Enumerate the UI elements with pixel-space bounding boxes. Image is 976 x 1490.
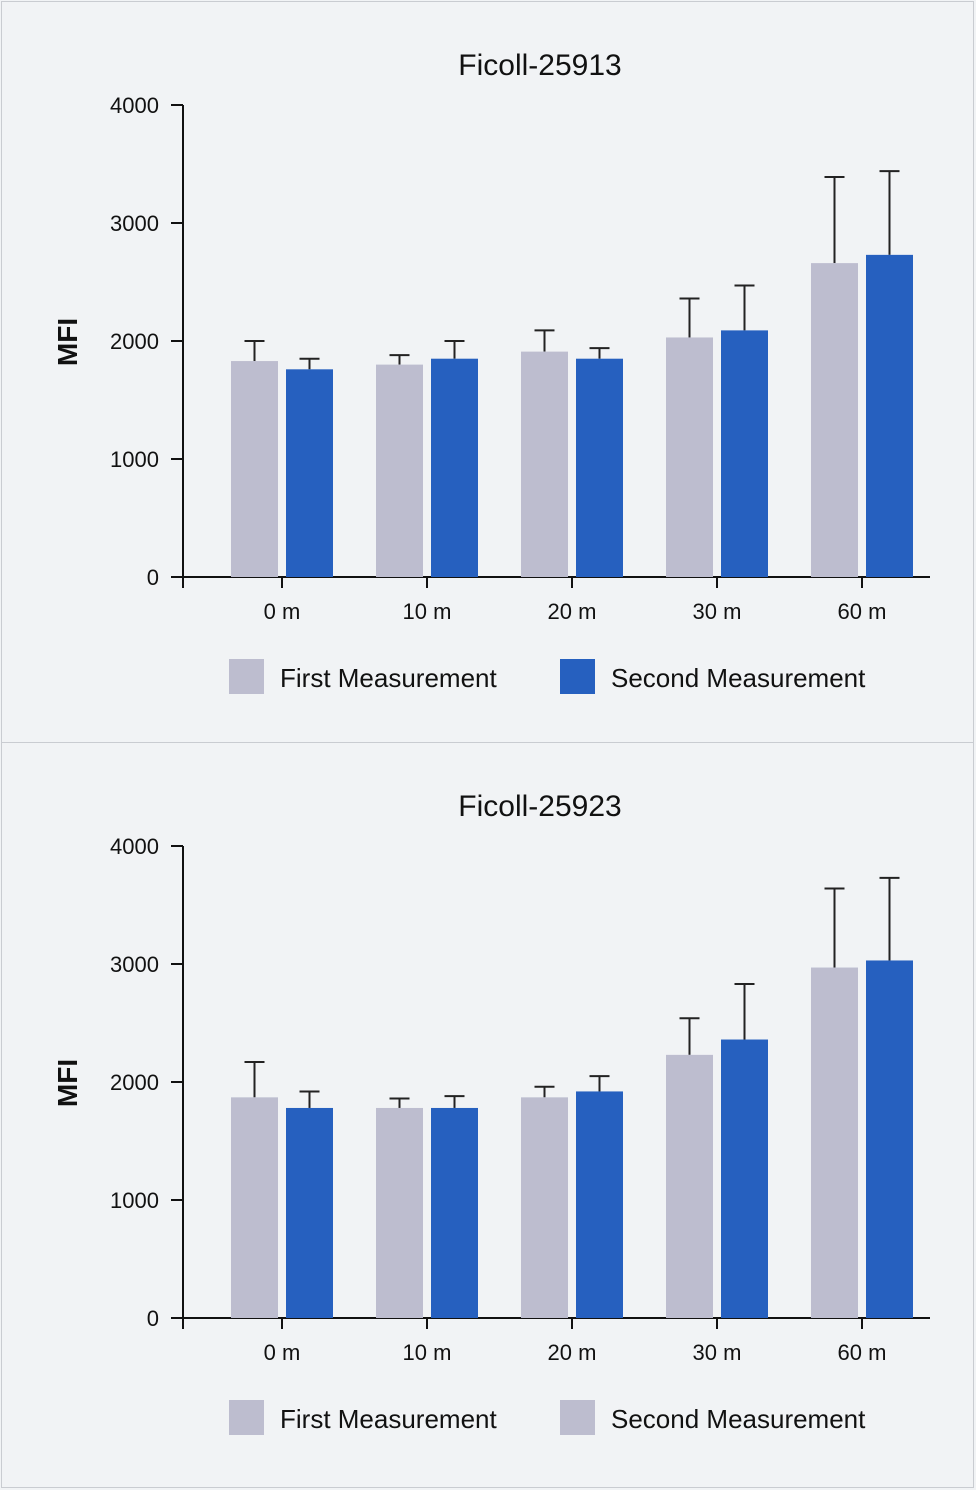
bar-chart-ficoll-25923: Ficoll-25923 MFI 0 1000 2000 3000 4000 0 m 10 m 2… [52, 790, 930, 1435]
x-tick-label: 60 m [838, 1340, 887, 1365]
chart-title: Ficoll-25913 [458, 49, 621, 82]
bar-second-measurement [866, 254, 913, 578]
legend-entry-label: First Measurement [280, 663, 497, 693]
x-tick-label: 0 m [264, 1340, 301, 1365]
y-tick-label: 2000 [110, 329, 159, 354]
legend-swatch [560, 659, 595, 694]
y-tick-label: 0 [147, 1306, 159, 1331]
bar-second-measurement [431, 1107, 478, 1318]
legend-swatch [560, 1400, 595, 1435]
chart-panel-ficoll-25913: Ficoll-25913 MFI 0 1000 2000 3000 4000 0 m 10 m 2… [1, 1, 974, 743]
chart-panel-ficoll-25923: Ficoll-25923 MFI 0 1000 2000 3000 4000 0 m 10 m 2… [1, 742, 974, 1488]
x-tick-label: 10 m [403, 1340, 452, 1365]
bar-first-measurement [666, 1054, 713, 1318]
y-tick-label: 3000 [110, 952, 159, 977]
x-tick-label: 60 m [838, 599, 887, 624]
y-tick-label: 2000 [110, 1070, 159, 1095]
bar-first-measurement [521, 1097, 568, 1318]
bar-second-measurement [866, 960, 913, 1318]
bar-first-measurement [666, 337, 713, 577]
y-axis-label: MFI [52, 318, 83, 366]
legend-entry-label: Second Measurement [611, 1404, 866, 1434]
legend-entry-label: Second Measurement [611, 663, 866, 693]
x-tick-label: 20 m [548, 1340, 597, 1365]
x-tick-label: 20 m [548, 599, 597, 624]
chart-title: Ficoll-25923 [458, 790, 621, 823]
bar-second-measurement [721, 330, 768, 577]
bar-first-measurement [521, 351, 568, 577]
bar-chart-ficoll-25913: Ficoll-25913 MFI 0 1000 2000 3000 4000 0 m 10 m 2… [52, 49, 930, 694]
bar-second-measurement [576, 358, 623, 577]
x-tick-label: 30 m [693, 599, 742, 624]
bar-second-measurement [431, 358, 478, 577]
bar-first-measurement [231, 361, 278, 577]
legend-entry-label: First Measurement [280, 1404, 497, 1434]
bar-first-measurement [376, 1107, 423, 1318]
y-tick-label: 4000 [110, 93, 159, 118]
bar-second-measurement [576, 1091, 623, 1318]
y-axis-label: MFI [52, 1059, 83, 1107]
y-tick-label: 4000 [110, 834, 159, 859]
x-tick-label: 30 m [693, 1340, 742, 1365]
bar-first-measurement [231, 1097, 278, 1318]
bar-second-measurement [286, 369, 333, 577]
bar-first-measurement [811, 263, 858, 577]
y-tick-label: 3000 [110, 211, 159, 236]
bar-second-measurement [286, 1107, 333, 1318]
y-tick-label: 0 [147, 565, 159, 590]
legend-swatch [229, 659, 264, 694]
y-tick-label: 1000 [110, 1188, 159, 1213]
y-tick-label: 1000 [110, 447, 159, 472]
x-tick-label: 10 m [403, 599, 452, 624]
bar-first-measurement [376, 364, 423, 577]
bar-second-measurement [721, 1039, 768, 1318]
legend-swatch [229, 1400, 264, 1435]
x-tick-label: 0 m [264, 599, 301, 624]
bar-first-measurement [811, 967, 858, 1318]
